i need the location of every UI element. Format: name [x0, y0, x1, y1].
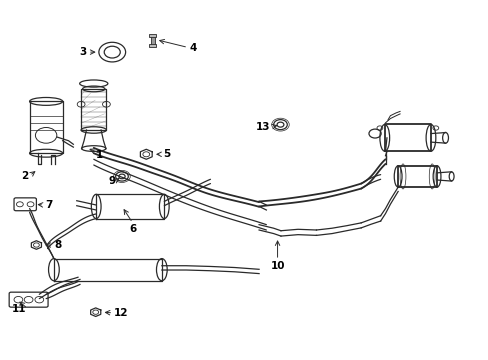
- Text: 1: 1: [96, 150, 103, 160]
- Text: 7: 7: [45, 200, 52, 210]
- Text: 12: 12: [114, 308, 128, 318]
- Text: 5: 5: [163, 149, 170, 159]
- Text: 2: 2: [21, 171, 29, 181]
- Text: 11: 11: [12, 304, 27, 314]
- Text: 10: 10: [270, 261, 284, 271]
- Text: 4: 4: [189, 43, 196, 53]
- Bar: [149, 34, 156, 37]
- Bar: [149, 44, 156, 47]
- Text: 9: 9: [108, 176, 115, 186]
- Text: 8: 8: [54, 240, 61, 250]
- Text: 13: 13: [256, 122, 270, 132]
- Text: 6: 6: [129, 224, 136, 234]
- Bar: [151, 35, 154, 46]
- Text: 3: 3: [80, 47, 87, 57]
